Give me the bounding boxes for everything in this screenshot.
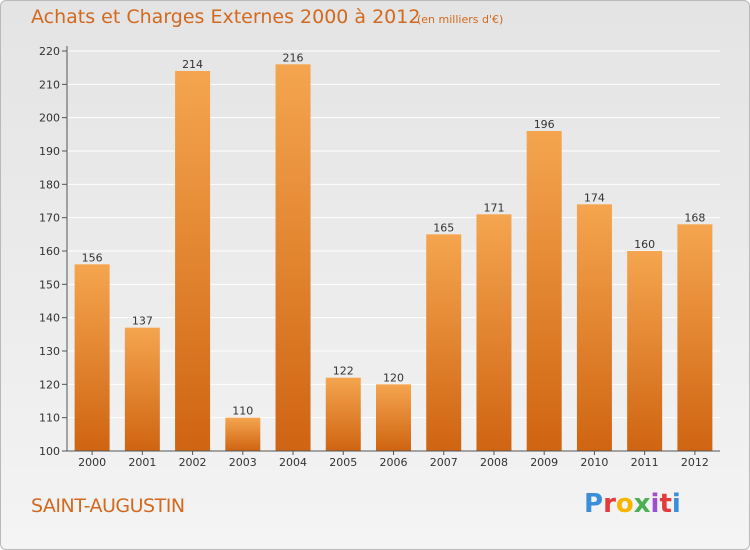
- bar: [426, 234, 462, 451]
- x-tick-label: 2009: [530, 456, 558, 469]
- logo-letter: P: [584, 489, 604, 519]
- y-tick-label: 190: [39, 145, 60, 158]
- x-tick-label: 2005: [329, 456, 357, 469]
- y-tick-label: 130: [39, 345, 60, 358]
- data-label: 174: [584, 191, 605, 204]
- logo-letter: i: [650, 489, 660, 519]
- x-tick-label: 2001: [128, 456, 156, 469]
- y-tick-label: 220: [39, 45, 60, 58]
- x-tick-label: 2003: [229, 456, 257, 469]
- y-tick-label: 160: [39, 245, 60, 258]
- bar: [325, 377, 361, 451]
- x-tick-label: 2002: [179, 456, 207, 469]
- y-tick-label: 120: [39, 378, 60, 391]
- x-tick-label: 2010: [580, 456, 608, 469]
- data-label: 110: [232, 405, 253, 418]
- data-label: 137: [132, 315, 153, 328]
- bar: [225, 417, 261, 451]
- bar: [175, 71, 211, 451]
- bar: [124, 327, 160, 451]
- chart-unit-note: (en milliers d'€): [417, 13, 504, 26]
- data-label: 165: [433, 221, 454, 234]
- y-tick-label: 100: [39, 445, 60, 458]
- bar: [74, 264, 110, 451]
- data-label: 168: [684, 211, 705, 224]
- y-tick-label: 210: [39, 78, 60, 91]
- y-tick-label: 200: [39, 112, 60, 125]
- data-label: 196: [534, 118, 555, 131]
- data-label: 216: [283, 51, 304, 64]
- y-tick-label: 110: [39, 412, 60, 425]
- data-label: 122: [333, 365, 354, 378]
- bar: [275, 64, 311, 452]
- data-label: 120: [383, 371, 404, 384]
- chart-title: Achats et Charges Externes 2000 à 2012: [31, 6, 421, 28]
- x-tick-label: 2006: [380, 456, 408, 469]
- data-label: 214: [182, 58, 203, 71]
- y-tick-label: 140: [39, 312, 60, 325]
- bar: [627, 251, 663, 451]
- logo-letter: t: [659, 489, 672, 519]
- logo-letter: x: [633, 489, 651, 519]
- logo-letter: i: [671, 489, 681, 519]
- data-label: 160: [634, 238, 655, 251]
- y-tick-label: 150: [39, 278, 60, 291]
- bar: [476, 214, 512, 451]
- x-tick-label: 2011: [631, 456, 659, 469]
- proxiti-logo: Proxiti: [584, 489, 681, 519]
- x-tick-label: 2004: [279, 456, 307, 469]
- x-tick-label: 2008: [480, 456, 508, 469]
- data-label: 171: [483, 201, 504, 214]
- place-name: SAINT-AUGUSTIN: [31, 495, 185, 517]
- y-tick-label: 180: [39, 178, 60, 191]
- logo-letter: r: [603, 489, 616, 519]
- x-tick-label: 2012: [681, 456, 709, 469]
- bar: [677, 224, 713, 451]
- bar: [526, 131, 562, 451]
- logo-letter: o: [615, 489, 634, 519]
- bar: [576, 204, 612, 451]
- x-tick-label: 2000: [78, 456, 106, 469]
- bar: [376, 384, 411, 451]
- x-tick-label: 2007: [430, 456, 458, 469]
- y-tick-label: 170: [39, 212, 60, 225]
- data-label: 156: [82, 251, 103, 264]
